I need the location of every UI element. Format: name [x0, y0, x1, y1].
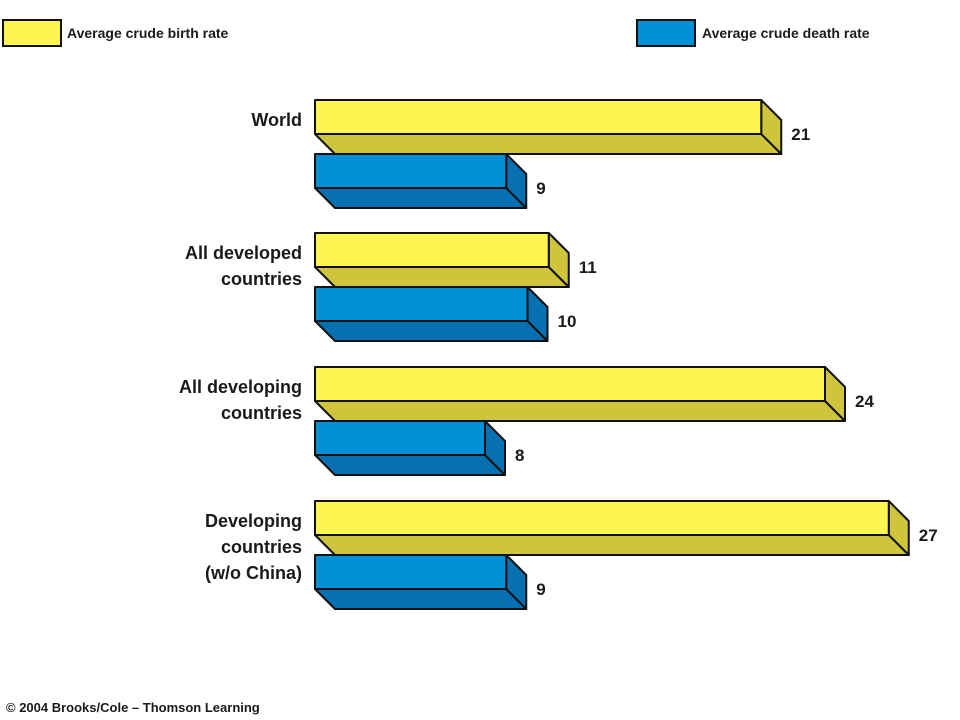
bar-bottom-face [314, 454, 506, 476]
bar-death-rate-0 [314, 153, 528, 209]
value-label-death-rate-1: 10 [558, 312, 577, 331]
bar-front-face [314, 99, 763, 135]
bar-death-rate-3 [314, 554, 528, 610]
category-label-2-line-0: All developing [179, 377, 302, 397]
category-label-3-line-2: (w/o China) [205, 563, 302, 583]
legend-label-death-rate: Average crude death rate [702, 25, 870, 41]
category-label-1-line-1: countries [221, 269, 302, 289]
bar-bottom-face [314, 187, 528, 209]
bar-death-rate-1 [314, 286, 549, 342]
bar-front-face [314, 366, 826, 402]
bar-bottom-face [314, 133, 783, 155]
bar-front-face [314, 420, 486, 456]
category-label-1-line-0: All developed [185, 243, 302, 263]
legend: Average crude birth rate Average crude d… [2, 19, 870, 47]
bar-birth-rate-3 [314, 500, 910, 556]
bar-front-face [314, 500, 890, 536]
bar-death-rate-2 [314, 420, 506, 476]
legend-item-birth-rate: Average crude birth rate [2, 19, 229, 47]
bar-bottom-face [314, 266, 570, 288]
bar-front-face [314, 554, 508, 590]
bar-birth-rate-0 [314, 99, 783, 155]
bar-bottom-face [314, 534, 910, 556]
bar-bottom-face [314, 400, 846, 422]
legend-swatch-birth-rate [2, 19, 62, 47]
value-label-birth-rate-1: 11 [579, 258, 597, 277]
bar-front-face [314, 286, 529, 322]
value-label-birth-rate-3: 27 [919, 526, 938, 545]
bar-bottom-face [314, 588, 528, 610]
bar-birth-rate-2 [314, 366, 846, 422]
category-label-3-line-1: countries [221, 537, 302, 557]
legend-item-death-rate: Average crude death rate [636, 19, 870, 47]
bar-birth-rate-1 [314, 232, 570, 288]
bar-front-face [314, 232, 550, 268]
category-labels: World All developed countries All developin… [179, 110, 302, 583]
value-label-death-rate-2: 8 [515, 446, 524, 465]
category-label-3-line-0: Developing [205, 511, 302, 531]
bar-bottom-face [314, 320, 549, 342]
category-label-0-line-0: World [251, 110, 302, 130]
category-label-2-line-1: countries [221, 403, 302, 423]
value-label-death-rate-0: 9 [536, 179, 545, 198]
bars: 21 9 11 10 24 8 27 9 [314, 99, 938, 610]
value-label-birth-rate-2: 24 [855, 392, 874, 411]
bar-front-face [314, 153, 508, 189]
legend-swatch-death-rate [636, 19, 696, 47]
legend-label-birth-rate: Average crude birth rate [67, 25, 229, 41]
value-label-birth-rate-0: 21 [791, 125, 810, 144]
copyright-text: © 2004 Brooks/Cole – Thomson Learning [6, 700, 260, 715]
value-label-death-rate-3: 9 [536, 580, 545, 599]
